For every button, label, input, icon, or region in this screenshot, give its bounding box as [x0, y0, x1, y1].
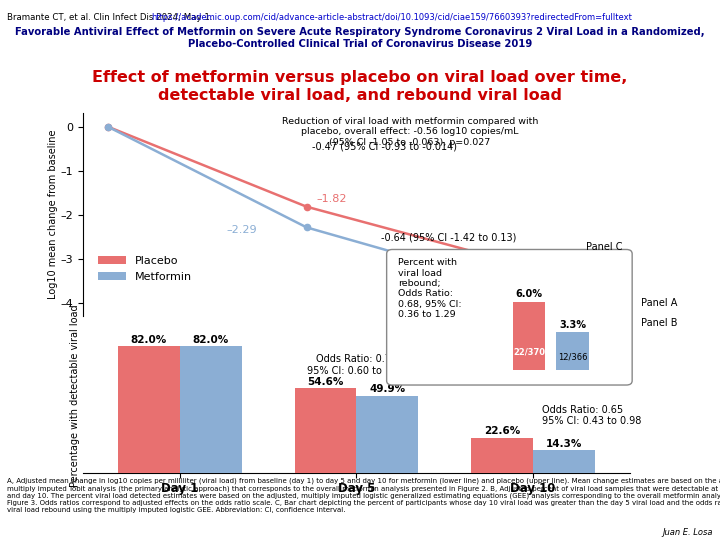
Bar — [533, 450, 595, 472]
Text: 12/366: 12/366 — [558, 353, 587, 362]
Text: A, Adjusted mean change in log10 copies per milliliter (viral load) from baselin: A, Adjusted mean change in log10 copies … — [7, 478, 720, 514]
Legend: Placebo, Metformin: Placebo, Metformin — [94, 252, 197, 286]
Text: Panel C: Panel C — [586, 242, 623, 252]
Text: –3.99: –3.99 — [516, 293, 546, 303]
Text: 14.3%: 14.3% — [546, 439, 582, 449]
Text: 82.0%: 82.0% — [193, 335, 229, 345]
Text: 22/370: 22/370 — [513, 347, 545, 356]
Text: 3.3%: 3.3% — [559, 320, 586, 330]
Bar — [557, 332, 589, 370]
Text: Juan E. Losa: Juan E. Losa — [662, 528, 713, 537]
Bar — [180, 346, 242, 472]
Text: Panel B: Panel B — [641, 318, 678, 328]
Y-axis label: Log10 mean change from baseline: Log10 mean change from baseline — [48, 130, 58, 299]
Text: 82.0%: 82.0% — [131, 335, 167, 345]
Text: -0.47 (95% CI -0.93 to -0.014): -0.47 (95% CI -0.93 to -0.014) — [312, 141, 456, 152]
Text: –2.29: –2.29 — [226, 225, 257, 235]
Text: Percent with
viral load
rebound;
Odds Ratio:
0.68, 95% CI:
0.36 to 1.29: Percent with viral load rebound; Odds Ra… — [398, 258, 462, 319]
Text: –3.34: –3.34 — [516, 260, 546, 269]
Text: https://academic.oup.com/cid/advance-article-abstract/doi/10.1093/cid/ciae159/76: https://academic.oup.com/cid/advance-art… — [151, 14, 632, 23]
Text: 6.0%: 6.0% — [516, 289, 543, 299]
Y-axis label: Percentage with detectable viral load: Percentage with detectable viral load — [70, 304, 80, 487]
Bar — [356, 396, 418, 472]
Text: Reduction of viral load with metformin compared with
placebo, overall effect: -0: Reduction of viral load with metformin c… — [282, 117, 538, 147]
Text: –1.82: –1.82 — [317, 194, 347, 204]
Bar — [513, 301, 546, 370]
Text: 54.6%: 54.6% — [307, 377, 343, 387]
Text: Bramante CT, et al. Clin Infect Dis 2024; May 1.: Bramante CT, et al. Clin Infect Dis 2024… — [7, 14, 212, 23]
Text: Effect of metformin versus placebo on viral load over time,
detectable viral loa: Effect of metformin versus placebo on vi… — [92, 70, 628, 103]
Bar — [471, 438, 533, 472]
Bar — [118, 346, 180, 472]
Text: Odds Ratio: 0.65
95% CI: 0.43 to 0.98: Odds Ratio: 0.65 95% CI: 0.43 to 0.98 — [541, 405, 641, 427]
Bar — [294, 388, 356, 472]
Text: Panel A: Panel A — [641, 298, 678, 308]
Text: Favorable Antiviral Effect of Metformin on Severe Acute Respiratory Syndrome Cor: Favorable Antiviral Effect of Metformin … — [15, 27, 705, 49]
Text: Odds Ratio: 0.79
95% CI: 0.60 to 1.05: Odds Ratio: 0.79 95% CI: 0.60 to 1.05 — [307, 354, 406, 375]
Text: 49.9%: 49.9% — [369, 384, 405, 394]
Text: 22.6%: 22.6% — [484, 426, 520, 436]
Text: -0.64 (95% CI -1.42 to 0.13): -0.64 (95% CI -1.42 to 0.13) — [382, 232, 517, 242]
